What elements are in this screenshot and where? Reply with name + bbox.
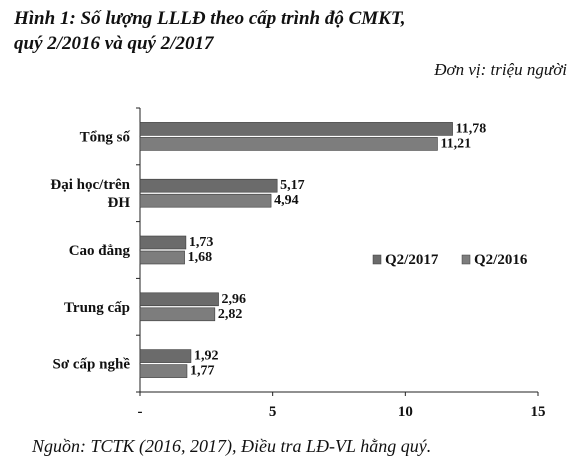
legend-swatch [461,254,471,265]
chart-title-line-1: Hình 1: Số lượng LLLĐ theo cấp trình độ … [14,8,406,29]
legend-label: Q2/2016 [474,252,528,268]
source-note: Nguồn: TCTK (2016, 2017), Điều tra LĐ-VL… [32,436,432,456]
bar-q2-2017 [139,292,219,307]
data-label: 1,68 [188,250,213,265]
data-label: 2,96 [222,292,247,307]
x-tick-label: 10 [398,404,413,420]
legend-label: Q2/2017 [385,252,439,268]
x-tick-label: 5 [269,404,277,420]
legend-swatch [372,254,382,265]
bar-q2-2017 [139,178,278,193]
bar-q2-2016 [139,250,185,265]
data-label: 11,78 [456,121,487,136]
data-label: 11,21 [440,136,471,151]
bar-q2-2017 [139,235,187,250]
chart-title: Hình 1: Số lượng LLLĐ theo cấp trình độ … [14,6,574,56]
x-tick-label: - [138,404,143,420]
bar-q2-2017 [139,349,192,363]
chart-title-line-2: quý 2/2016 và quý 2/2017 [14,33,214,54]
category-label: Cao đẳng [69,243,131,259]
data-label: 4,94 [274,193,299,208]
category-label: ĐH [108,195,131,211]
unit-label: Đơn vị: triệu người [434,60,567,79]
category-label: Tổng số [80,129,131,145]
x-tick-label: 15 [531,404,546,420]
bar-q2-2017 [139,122,453,136]
category-label: Đại học/trên [50,177,130,193]
data-label: 5,17 [280,178,305,193]
data-label: 1,92 [194,349,219,364]
category-label: Sơ cấp nghề [53,357,131,373]
category-label: Trung cấp [64,300,130,316]
bar-q2-2016 [139,307,216,322]
bar-q2-2016 [139,137,438,151]
data-label: 2,82 [218,307,243,322]
bar-q2-2016 [139,193,272,208]
bar-q2-2016 [139,364,188,378]
data-label: 1,77 [190,364,215,379]
data-label: 1,73 [189,235,214,250]
